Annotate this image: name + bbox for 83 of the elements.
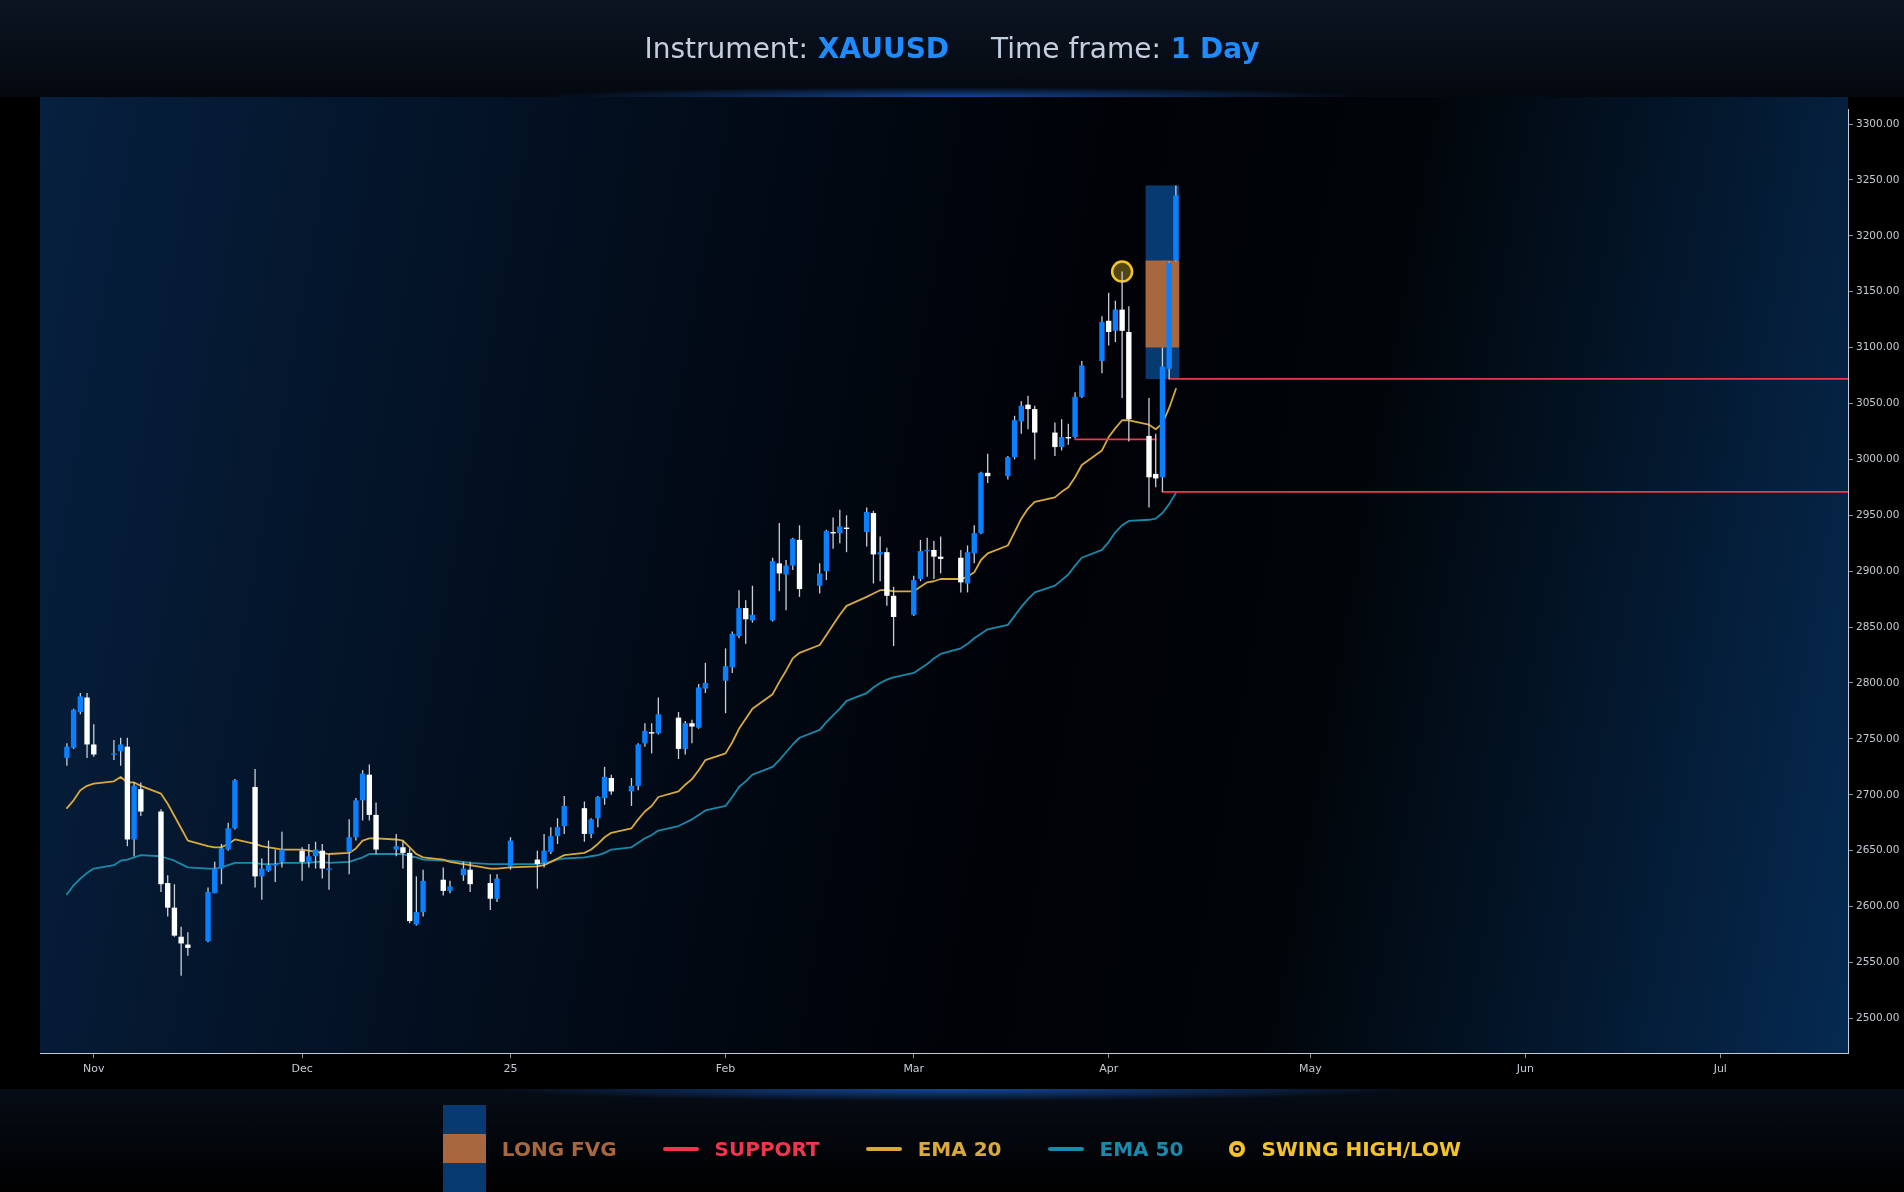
candlestick — [588, 817, 594, 840]
chart-subtitle: Time frame: 1 Day — [991, 32, 1260, 65]
candlestick — [299, 846, 305, 882]
candlestick — [487, 873, 494, 911]
y-tick-label: 3050.00 — [1856, 396, 1900, 409]
candlestick — [494, 873, 500, 903]
candlestick — [1119, 270, 1125, 399]
candlestick — [400, 839, 406, 870]
candlestick — [440, 866, 446, 897]
candlestick — [1032, 405, 1038, 461]
candlestick — [138, 781, 144, 817]
y-tick-label: 2600.00 — [1856, 899, 1900, 912]
candlestick — [1058, 418, 1065, 452]
y-tick-label: 2700.00 — [1856, 787, 1900, 800]
y-tick-label: 3250.00 — [1856, 172, 1900, 185]
chart-title: Instrument: XAUUSD — [644, 32, 950, 65]
candlestick — [655, 696, 662, 736]
legend-label: EMA 50 — [1099, 1136, 1184, 1161]
candlestick — [1025, 395, 1031, 430]
candlestick — [642, 722, 648, 748]
y-tick-label: 2950.00 — [1856, 508, 1900, 521]
candlestick — [178, 926, 184, 977]
candlestick — [306, 843, 312, 869]
candlestick — [702, 662, 709, 694]
y-tick-label: 3300.00 — [1856, 116, 1900, 129]
candlestick — [561, 795, 567, 835]
x-tick-label: Mar — [903, 1062, 925, 1076]
candlestick — [722, 647, 729, 714]
candlestick — [1005, 455, 1011, 481]
x-tick-label: Dec — [291, 1062, 313, 1076]
x-tick-label: Apr — [1099, 1062, 1119, 1076]
candlestick — [890, 586, 897, 647]
legend-label: LONG FVG — [501, 1136, 617, 1161]
candlestick — [743, 599, 749, 645]
y-tick-label: 2850.00 — [1856, 619, 1900, 632]
legend-label: SUPPORT — [714, 1136, 820, 1161]
x-tick-label: May — [1298, 1062, 1323, 1076]
candlestick — [864, 506, 870, 548]
x-tick-label: 25 — [503, 1062, 518, 1076]
candlestick — [265, 839, 272, 873]
candlestick — [776, 522, 783, 592]
y-tick-label: 2550.00 — [1856, 955, 1900, 968]
candlestick — [837, 509, 843, 544]
candlestick — [218, 843, 225, 885]
candlestick — [1105, 292, 1112, 347]
candlestick — [877, 535, 883, 582]
candlestick — [346, 818, 352, 875]
candlestick — [648, 722, 655, 755]
candlestick — [117, 737, 124, 767]
candlestick — [971, 524, 977, 565]
y-tick-label: 2800.00 — [1856, 675, 1900, 688]
candlestick — [413, 875, 420, 927]
y-tick-label: 3200.00 — [1856, 228, 1900, 241]
candlestick — [279, 831, 285, 869]
candlestick — [225, 822, 231, 852]
candlestick — [554, 817, 561, 845]
candlestick — [467, 861, 473, 893]
x-tick-label: Nov — [83, 1062, 105, 1076]
y-tick-label: 2500.00 — [1856, 1011, 1900, 1024]
candlestick — [185, 931, 191, 957]
y-tick-label: 3000.00 — [1856, 452, 1900, 465]
candlestick — [1052, 421, 1058, 457]
candlestick — [608, 774, 614, 796]
candlestick — [931, 540, 937, 580]
candlestick — [816, 562, 823, 595]
candlestick — [111, 739, 117, 761]
x-tick-label: Jul — [1712, 1062, 1727, 1076]
y-tick-label: 3100.00 — [1856, 340, 1900, 353]
y-tick-label: 3150.00 — [1856, 284, 1900, 297]
candlestick — [393, 833, 399, 857]
candlestick — [77, 692, 84, 715]
candlestick — [783, 559, 789, 611]
candlestick — [319, 843, 325, 880]
legend-label: EMA 20 — [917, 1136, 1002, 1161]
x-tick-label: Jun — [1515, 1062, 1535, 1076]
candlestick — [1112, 300, 1119, 343]
y-tick-label: 2650.00 — [1856, 843, 1900, 856]
candlestick — [689, 719, 695, 744]
candlestick — [91, 723, 97, 758]
y-tick-label: 2750.00 — [1856, 731, 1900, 744]
legend-label: SWING HIGH/LOW — [1261, 1136, 1462, 1161]
x-tick-label: Feb — [715, 1062, 736, 1076]
y-tick-label: 2900.00 — [1856, 563, 1900, 576]
